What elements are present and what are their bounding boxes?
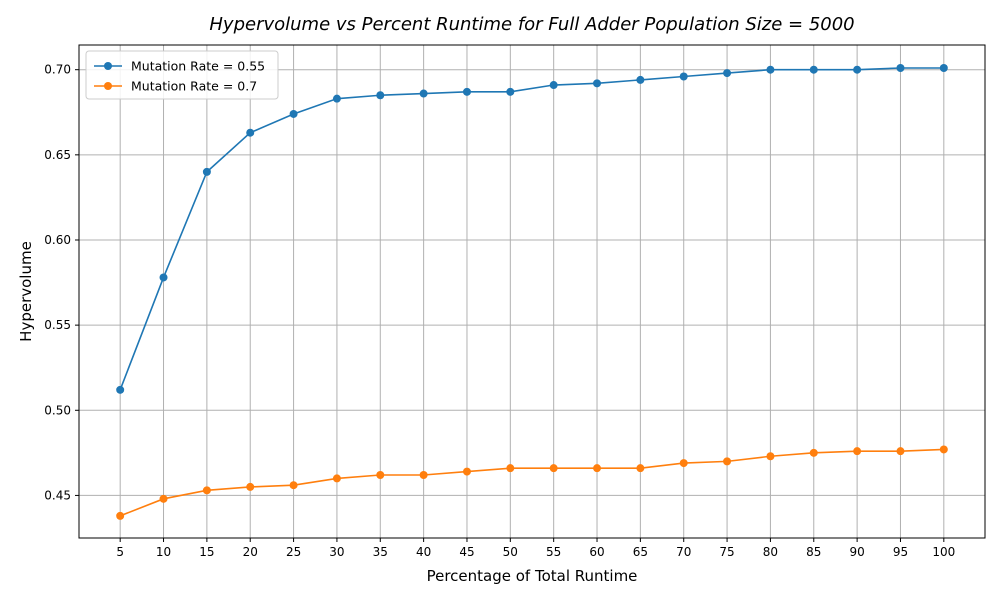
data-point bbox=[549, 81, 558, 90]
data-point bbox=[116, 385, 125, 394]
data-point bbox=[462, 467, 471, 476]
series-2 bbox=[116, 445, 948, 520]
data-point bbox=[593, 79, 602, 88]
data-point bbox=[419, 470, 428, 479]
y-tick-label: 0.45 bbox=[44, 488, 71, 502]
x-tick-label: 90 bbox=[849, 545, 864, 559]
y-tick-label: 0.60 bbox=[44, 233, 71, 247]
data-point bbox=[376, 91, 385, 100]
y-tick-label: 0.70 bbox=[44, 63, 71, 77]
data-point bbox=[376, 470, 385, 479]
legend: Mutation Rate = 0.55 Mutation Rate = 0.7 bbox=[85, 50, 279, 100]
data-point bbox=[549, 464, 558, 473]
data-point bbox=[679, 459, 688, 468]
data-point bbox=[896, 63, 905, 72]
data-point bbox=[766, 65, 775, 74]
y-axis-ticks: 0.45 0.50 0.55 0.60 0.65 0.70 bbox=[44, 63, 79, 502]
data-point bbox=[766, 452, 775, 461]
data-point bbox=[289, 481, 298, 490]
data-point bbox=[202, 486, 211, 495]
x-tick-label: 15 bbox=[199, 545, 214, 559]
data-point bbox=[939, 445, 948, 454]
series-line bbox=[119, 448, 944, 517]
data-point bbox=[246, 482, 255, 491]
data-point bbox=[853, 447, 862, 456]
y-axis-label: Hypervolume bbox=[17, 241, 35, 342]
data-point bbox=[636, 464, 645, 473]
legend-label: Mutation Rate = 0.55 bbox=[131, 59, 265, 74]
x-tick-label: 25 bbox=[286, 545, 301, 559]
series-1 bbox=[116, 63, 948, 394]
legend-marker bbox=[104, 82, 112, 90]
x-tick-label: 65 bbox=[633, 545, 648, 559]
series-line bbox=[119, 67, 944, 391]
x-tick-label: 35 bbox=[373, 545, 388, 559]
x-tick-label: 30 bbox=[329, 545, 344, 559]
x-tick-label: 5 bbox=[116, 545, 124, 559]
data-point bbox=[159, 494, 168, 503]
data-point bbox=[896, 447, 905, 456]
x-tick-label: 70 bbox=[676, 545, 691, 559]
x-tick-label: 45 bbox=[459, 545, 474, 559]
x-tick-label: 95 bbox=[893, 545, 908, 559]
data-point bbox=[723, 457, 732, 466]
legend-item: Mutation Rate = 0.55 bbox=[94, 59, 265, 74]
x-tick-label: 60 bbox=[589, 545, 604, 559]
data-point bbox=[939, 63, 948, 72]
data-point bbox=[506, 464, 515, 473]
x-tick-label: 55 bbox=[546, 545, 561, 559]
legend-box bbox=[85, 50, 279, 100]
legend-item: Mutation Rate = 0.7 bbox=[94, 79, 257, 94]
data-point bbox=[462, 87, 471, 96]
data-point bbox=[679, 72, 688, 81]
data-point bbox=[723, 69, 732, 78]
data-point bbox=[853, 65, 862, 74]
data-point bbox=[246, 128, 255, 137]
data-point bbox=[419, 89, 428, 98]
y-tick-label: 0.65 bbox=[44, 148, 71, 162]
x-axis-label: Percentage of Total Runtime bbox=[427, 567, 638, 585]
grid-lines bbox=[79, 45, 985, 538]
x-tick-label: 50 bbox=[503, 545, 518, 559]
x-axis-ticks: 5 10 15 20 25 30 35 40 45 50 55 60 65 70 75 80 85 90 95 100 bbox=[116, 538, 955, 559]
x-tick-label: 85 bbox=[806, 545, 821, 559]
data-point bbox=[636, 75, 645, 84]
x-tick-label: 20 bbox=[243, 545, 258, 559]
legend-marker bbox=[104, 62, 112, 70]
data-point bbox=[809, 448, 818, 457]
chart-title: Hypervolume vs Percent Runtime for Full … bbox=[209, 14, 854, 35]
y-tick-label: 0.55 bbox=[44, 318, 71, 332]
x-tick-label: 40 bbox=[416, 545, 431, 559]
data-point bbox=[289, 109, 298, 118]
data-point bbox=[593, 464, 602, 473]
data-point bbox=[809, 65, 818, 74]
series-layer bbox=[116, 63, 948, 520]
data-point bbox=[332, 474, 341, 483]
x-tick-label: 80 bbox=[763, 545, 778, 559]
y-tick-label: 0.50 bbox=[44, 403, 71, 417]
data-point bbox=[202, 167, 211, 176]
data-point bbox=[332, 94, 341, 103]
data-point bbox=[159, 273, 168, 282]
legend-label: Mutation Rate = 0.7 bbox=[131, 79, 257, 94]
x-tick-label: 75 bbox=[719, 545, 734, 559]
x-tick-label: 10 bbox=[156, 545, 171, 559]
x-tick-label: 100 bbox=[932, 545, 955, 559]
data-point bbox=[116, 511, 125, 520]
data-point bbox=[506, 87, 515, 96]
plot-frame bbox=[78, 44, 986, 539]
